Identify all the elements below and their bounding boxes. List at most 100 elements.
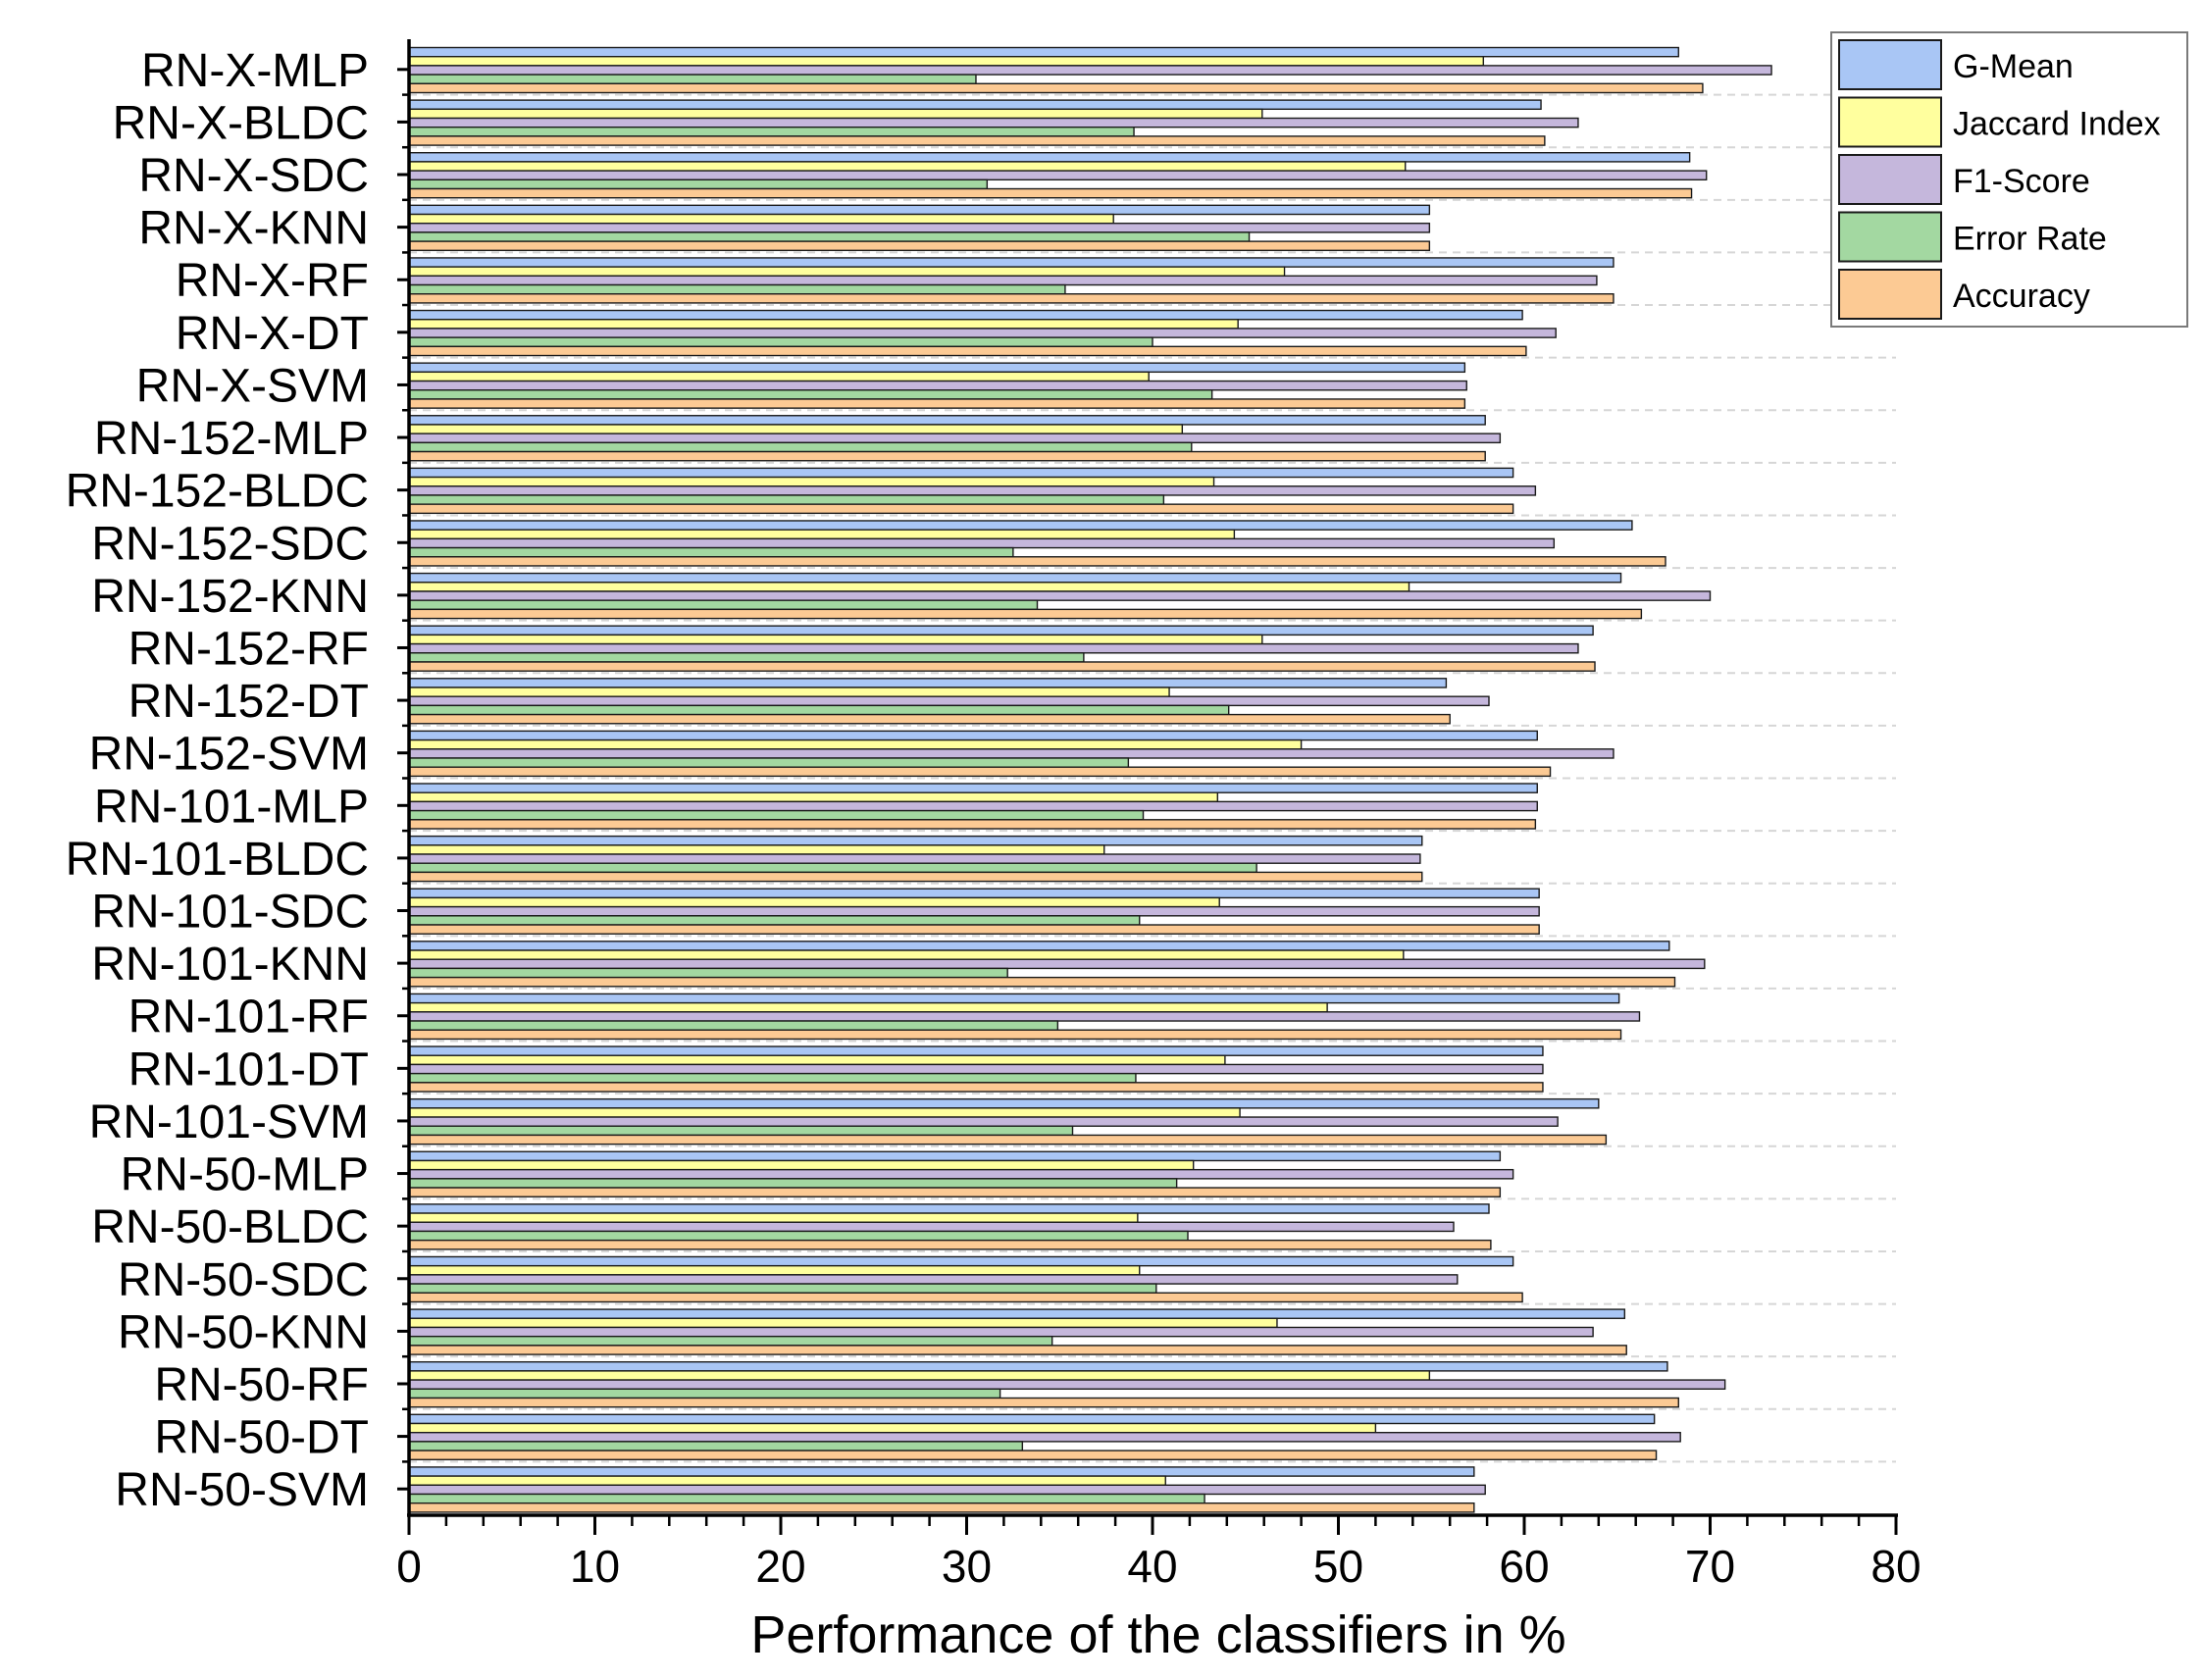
- category-label: RN-X-BLDC: [113, 97, 369, 149]
- x-tick-label: 50: [1313, 1541, 1363, 1592]
- bar-rn-101-mlp-f1-score: [408, 800, 1538, 812]
- bar-rn-152-rf-f1-score: [408, 642, 1579, 654]
- bar-rn-101-svm-g-mean: [408, 1097, 1600, 1109]
- bar-rn-152-dt-jaccard-index: [408, 687, 1170, 697]
- bar-rn-x-knn-g-mean: [408, 204, 1431, 216]
- bar-rn-101-dt-f1-score: [408, 1063, 1544, 1075]
- bar-rn-101-svm-jaccard-index: [408, 1107, 1241, 1118]
- category-label: RN-101-SVM: [89, 1096, 369, 1148]
- bar-rn-101-sdc-accuracy: [408, 924, 1540, 935]
- category-label: RN-101-DT: [128, 1044, 369, 1095]
- bar-rn-x-bldc-error-rate: [408, 127, 1135, 137]
- bar-rn-x-svm-jaccard-index: [408, 371, 1150, 382]
- bar-rn-152-svm-accuracy: [408, 766, 1552, 778]
- bar-rn-x-sdc-error-rate: [408, 178, 989, 190]
- bar-rn-50-dt-g-mean: [408, 1413, 1656, 1425]
- bar-rn-50-mlp-jaccard-index: [408, 1159, 1195, 1171]
- bar-rn-152-knn-jaccard-index: [408, 582, 1410, 592]
- legend-swatch: [1838, 96, 1942, 148]
- bar-rn-x-dt-g-mean: [408, 309, 1523, 321]
- bar-rn-x-rf-accuracy: [408, 293, 1615, 304]
- legend-label: G-Mean: [1953, 48, 2074, 85]
- bar-rn-x-rf-error-rate: [408, 283, 1066, 295]
- bar-rn-152-sdc-error-rate: [408, 546, 1014, 558]
- bar-rn-152-knn-error-rate: [408, 599, 1039, 611]
- bar-rn-x-sdc-f1-score: [408, 170, 1708, 181]
- bar-rn-152-sdc-g-mean: [408, 520, 1633, 531]
- bar-rn-152-knn-accuracy: [408, 608, 1643, 620]
- legend-label: Jaccard Index: [1953, 106, 2161, 143]
- legend-swatch: [1838, 269, 1942, 320]
- bar-rn-101-rf-jaccard-index: [408, 1001, 1328, 1013]
- bar-rn-152-mlp-f1-score: [408, 433, 1502, 444]
- bar-rn-x-dt-error-rate: [408, 336, 1153, 348]
- category-label: RN-50-SDC: [118, 1254, 369, 1306]
- bar-rn-101-svm-f1-score: [408, 1116, 1559, 1127]
- bar-rn-152-mlp-jaccard-index: [408, 424, 1184, 434]
- bar-rn-101-dt-error-rate: [408, 1072, 1137, 1084]
- bar-rn-101-rf-error-rate: [408, 1020, 1059, 1031]
- bar-rn-x-knn-jaccard-index: [408, 213, 1114, 225]
- bar-rn-101-mlp-jaccard-index: [408, 791, 1219, 803]
- category-label: RN-101-SDC: [91, 887, 369, 939]
- bar-rn-50-rf-error-rate: [408, 1388, 1001, 1400]
- bar-rn-50-mlp-g-mean: [408, 1150, 1502, 1162]
- category-label: RN-50-SVM: [115, 1464, 369, 1516]
- bar-rn-x-svm-g-mean: [408, 362, 1466, 374]
- bars-group: [408, 46, 1772, 1513]
- bar-rn-x-svm-accuracy: [408, 398, 1466, 409]
- x-tick-label: 20: [755, 1541, 805, 1592]
- bar-rn-152-knn-g-mean: [408, 572, 1622, 584]
- bar-rn-152-bldc-f1-score: [408, 485, 1537, 496]
- category-label: RN-152-RF: [128, 623, 369, 675]
- axes: [397, 39, 1898, 1535]
- bar-rn-50-dt-accuracy: [408, 1450, 1658, 1460]
- category-label: RN-101-RF: [128, 992, 369, 1044]
- bar-rn-50-rf-accuracy: [408, 1397, 1679, 1408]
- category-label: RN-152-SDC: [91, 518, 369, 570]
- bar-rn-152-svm-f1-score: [408, 748, 1615, 759]
- bar-rn-50-sdc-accuracy: [408, 1292, 1523, 1303]
- grid-lines: [409, 93, 1896, 1463]
- bar-rn-101-bldc-jaccard-index: [408, 844, 1105, 855]
- bar-rn-101-knn-accuracy: [408, 976, 1676, 988]
- bar-rn-50-bldc-g-mean: [408, 1203, 1490, 1214]
- category-label: RN-152-DT: [128, 676, 369, 728]
- x-axis-label: Performance of the classifiers in %: [750, 1605, 1565, 1664]
- bar-rn-101-dt-accuracy: [408, 1082, 1544, 1093]
- bar-rn-x-mlp-error-rate: [408, 74, 977, 84]
- bar-rn-152-svm-jaccard-index: [408, 738, 1303, 750]
- bar-rn-50-sdc-jaccard-index: [408, 1264, 1141, 1276]
- bar-rn-50-rf-f1-score: [408, 1379, 1726, 1390]
- bar-rn-101-mlp-accuracy: [408, 819, 1537, 830]
- category-label: RN-50-RF: [154, 1359, 369, 1411]
- legend-swatch: [1838, 39, 1942, 90]
- bar-rn-x-bldc-accuracy: [408, 135, 1546, 146]
- bar-rn-152-mlp-g-mean: [408, 415, 1486, 426]
- bar-rn-50-mlp-accuracy: [408, 1187, 1502, 1197]
- bar-rn-101-rf-accuracy: [408, 1029, 1622, 1041]
- x-tick-label: 70: [1685, 1541, 1735, 1592]
- bar-rn-152-mlp-error-rate: [408, 441, 1193, 453]
- bar-rn-50-knn-g-mean: [408, 1308, 1626, 1319]
- bar-rn-152-dt-accuracy: [408, 713, 1451, 725]
- bar-rn-x-bldc-f1-score: [408, 117, 1579, 128]
- bar-rn-101-sdc-error-rate: [408, 915, 1141, 926]
- bar-rn-152-bldc-error-rate: [408, 494, 1165, 505]
- bar-rn-101-mlp-g-mean: [408, 783, 1538, 793]
- bar-rn-152-bldc-accuracy: [408, 503, 1514, 515]
- bar-rn-101-knn-error-rate: [408, 967, 1008, 979]
- bar-rn-101-knn-jaccard-index: [408, 949, 1405, 960]
- bar-rn-x-dt-jaccard-index: [408, 319, 1239, 330]
- bar-rn-101-svm-error-rate: [408, 1125, 1074, 1137]
- bar-rn-x-rf-jaccard-index: [408, 266, 1286, 278]
- bar-rn-152-sdc-f1-score: [408, 537, 1556, 549]
- bar-rn-x-rf-f1-score: [408, 275, 1598, 286]
- x-tick-label: 10: [570, 1541, 620, 1592]
- bar-rn-50-dt-error-rate: [408, 1441, 1024, 1451]
- bar-rn-101-sdc-g-mean: [408, 888, 1540, 899]
- bar-rn-152-rf-jaccard-index: [408, 634, 1263, 645]
- bar-rn-x-sdc-jaccard-index: [408, 161, 1407, 172]
- category-label: RN-50-DT: [154, 1412, 369, 1464]
